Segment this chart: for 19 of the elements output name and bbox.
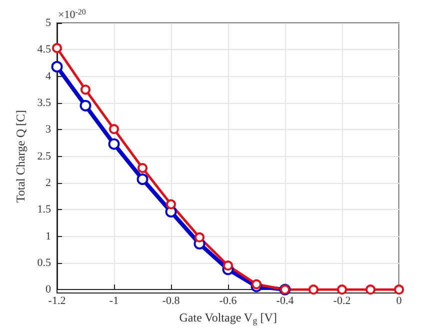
- y-tick-label: 0: [46, 284, 52, 296]
- y-tick-label: 4.5: [37, 44, 52, 56]
- y-tick-label: 1.5: [37, 204, 52, 216]
- x-tick-label: -0.6: [219, 295, 238, 308]
- x-tick-label: 0: [396, 295, 402, 308]
- x-tick-label: -0.8: [162, 295, 180, 308]
- x-tick-label: -0.2: [333, 295, 351, 308]
- y-tick-label: 3: [46, 124, 52, 136]
- x-tick-label: -1.2: [48, 295, 66, 308]
- y-tick-label: 2.5: [37, 150, 52, 162]
- y-tick-label: 3.5: [37, 96, 52, 109]
- y-tick-label: 2: [46, 176, 51, 189]
- y-tick-label: 0.5: [37, 256, 52, 269]
- y-tick-label: 4: [46, 70, 52, 82]
- y-tick-label: 5: [46, 17, 52, 29]
- y-axis-title: Total Charge Q [C]: [13, 110, 28, 203]
- x-tick-label: -1: [109, 295, 119, 308]
- y-tick-label: 1: [46, 230, 51, 242]
- x-tick-label: -0.4: [276, 295, 294, 308]
